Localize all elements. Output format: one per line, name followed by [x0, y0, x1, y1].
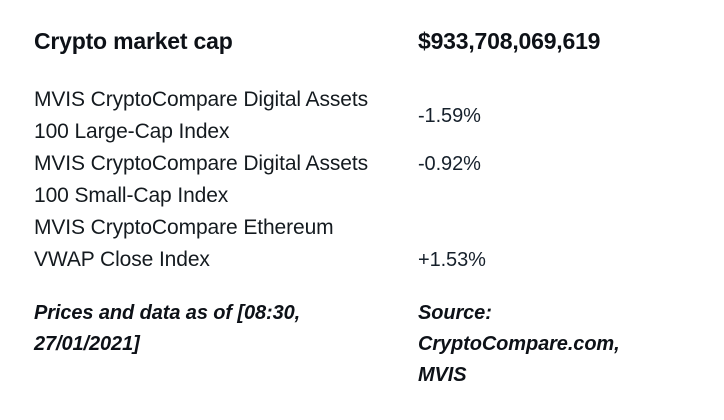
source-attribution: Source: CryptoCompare.com, MVIS [418, 302, 620, 386]
timestamp-note: Prices and data as of [08:30, 27/01/2021… [34, 302, 301, 355]
index-row: MVIS CryptoCompare Ethereum VWAP Close I… [34, 212, 706, 276]
index-name: MVIS CryptoCompare Digital Assets 100 La… [34, 88, 368, 143]
index-change-value: +1.53% [418, 249, 486, 271]
index-list: MVIS CryptoCompare Digital Assets 100 La… [34, 84, 706, 276]
header-row: Crypto market cap $933,708,069,619 [34, 0, 706, 56]
index-change-value: -1.59% [418, 105, 481, 127]
page-title: Crypto market cap [34, 28, 233, 54]
index-name: MVIS CryptoCompare Ethereum VWAP Close I… [34, 216, 334, 271]
footer-row: Prices and data as of [08:30, 27/01/2021… [34, 298, 706, 391]
index-row: MVIS CryptoCompare Digital Assets 100 Sm… [34, 148, 706, 212]
index-name: MVIS CryptoCompare Digital Assets 100 Sm… [34, 152, 368, 207]
index-change-value: -0.92% [418, 153, 481, 175]
index-row: MVIS CryptoCompare Digital Assets 100 La… [34, 84, 706, 148]
market-cap-value: $933,708,069,619 [418, 28, 601, 54]
